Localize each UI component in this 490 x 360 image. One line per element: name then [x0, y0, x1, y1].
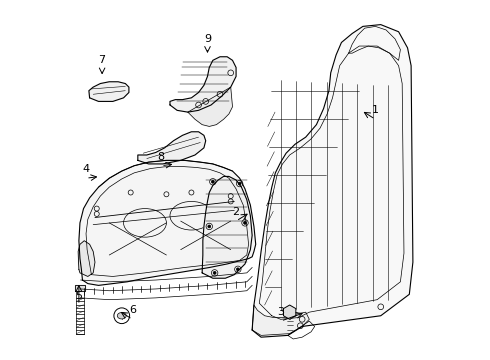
Polygon shape	[78, 241, 95, 276]
Text: 8: 8	[157, 152, 165, 162]
Polygon shape	[202, 176, 252, 278]
Circle shape	[213, 271, 216, 274]
Text: 3: 3	[277, 307, 284, 317]
Polygon shape	[75, 285, 85, 291]
Polygon shape	[252, 305, 309, 336]
Text: 9: 9	[204, 34, 211, 44]
Circle shape	[237, 268, 239, 271]
Polygon shape	[89, 82, 129, 102]
Text: 4: 4	[82, 164, 90, 174]
Polygon shape	[79, 160, 256, 285]
Circle shape	[238, 182, 241, 185]
Polygon shape	[252, 24, 413, 337]
Text: 5: 5	[75, 291, 82, 301]
Ellipse shape	[117, 312, 126, 319]
Circle shape	[211, 180, 214, 183]
Circle shape	[244, 221, 246, 224]
Text: 6: 6	[129, 305, 136, 315]
Circle shape	[208, 225, 211, 228]
Text: 2: 2	[233, 207, 240, 217]
Text: 7: 7	[98, 55, 106, 65]
Text: 1: 1	[372, 105, 379, 115]
Polygon shape	[170, 57, 236, 112]
Polygon shape	[138, 132, 206, 164]
Polygon shape	[188, 87, 232, 126]
